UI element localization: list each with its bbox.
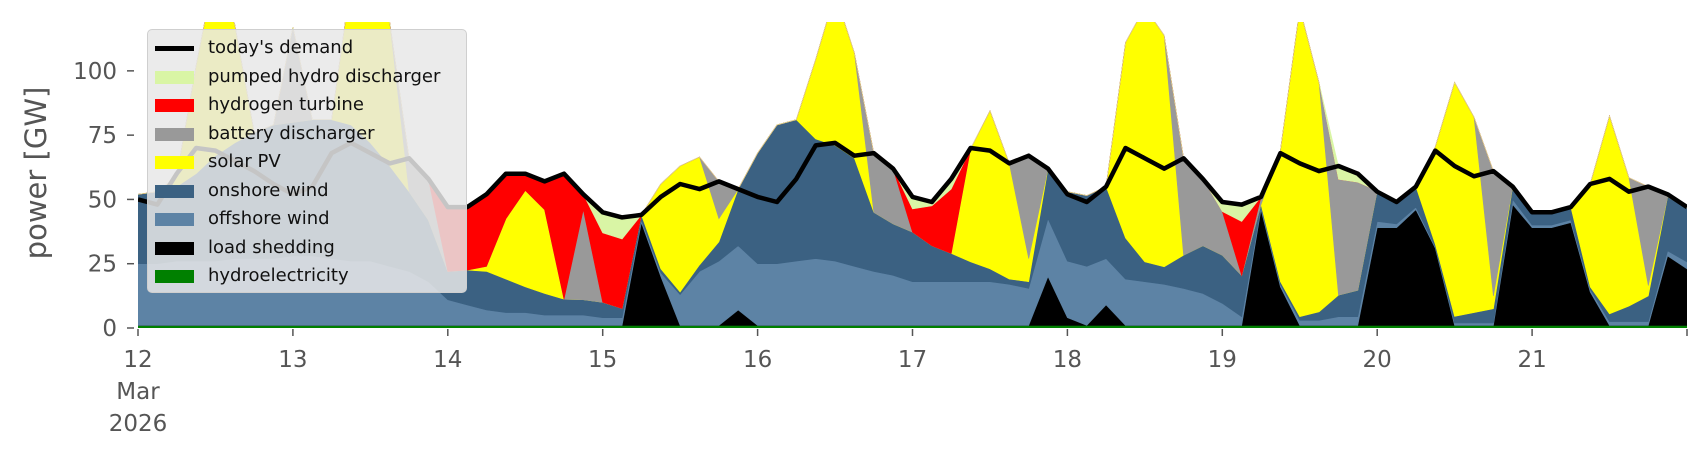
legend-item-offshore-wind: offshore wind	[148, 205, 466, 233]
legend-item-hydroelectricity: hydroelectricity	[148, 262, 466, 290]
legend: today's demand pumped hydro discharger h…	[147, 29, 467, 293]
legend-label: battery discharger	[208, 122, 375, 144]
area-hydroelectricity	[138, 325, 1687, 328]
x-tick-label: 14	[433, 347, 462, 373]
x-tick-label: 19	[1208, 347, 1237, 373]
legend-swatch	[155, 241, 194, 255]
y-tick-label: 75	[88, 123, 117, 149]
y-tick-label: 25	[88, 252, 117, 278]
legend-item-hydrogen-turbine: hydrogen turbine	[148, 91, 466, 119]
legend-line-swatch	[155, 46, 194, 51]
x-tick-label: 17	[898, 347, 927, 373]
legend-label: today's demand	[208, 37, 354, 58]
legend-label: onshore wind	[208, 179, 329, 201]
x-tick-label: 16	[743, 347, 772, 373]
y-tick-label: 0	[102, 316, 117, 342]
y-axis-label: power [GW]	[19, 87, 53, 260]
legend-item-solar: solar PV	[148, 148, 466, 176]
legend-swatch	[155, 270, 194, 283]
legend-item-demand: today's demand	[148, 34, 466, 62]
x-tick-label: 21	[1517, 347, 1546, 373]
legend-swatch	[155, 127, 194, 141]
legend-label: hydroelectricity	[208, 265, 349, 286]
legend-label: hydrogen turbine	[208, 94, 364, 115]
x-tick-label: 15	[588, 347, 617, 373]
x-tick-month-label: Mar	[116, 379, 160, 405]
legend-swatch	[155, 184, 194, 198]
x-tick-label: 13	[278, 347, 307, 373]
x-tick-label: 12	[123, 347, 152, 373]
legend-label: pumped hydro discharger	[208, 65, 441, 87]
legend-swatch	[155, 99, 194, 112]
legend-swatch	[155, 70, 194, 84]
legend-item-battery: battery discharger	[148, 120, 466, 148]
legend-swatch	[155, 213, 194, 226]
axes: 0 25 50 75 100 12 13 14 15 16 17 18 19 20 21 Mar 2026	[73, 59, 1688, 437]
legend-item-pumped-hydro: pumped hydro discharger	[148, 63, 466, 91]
legend-label: load shedding	[208, 236, 335, 258]
x-tick-year-label: 2026	[109, 411, 168, 437]
legend-item-onshore-wind: onshore wind	[148, 177, 466, 205]
y-tick-label: 50	[88, 187, 117, 213]
legend-swatch	[155, 156, 194, 169]
area-pumped-hydro-discharger	[138, 22, 1687, 240]
x-tick-label: 18	[1053, 347, 1082, 373]
x-tick-label: 20	[1363, 347, 1392, 373]
legend-label: offshore wind	[208, 208, 330, 229]
legend-label: solar PV	[208, 151, 281, 172]
y-tick-label: 100	[73, 59, 117, 85]
legend-item-load-shedding: load shedding	[148, 234, 466, 262]
